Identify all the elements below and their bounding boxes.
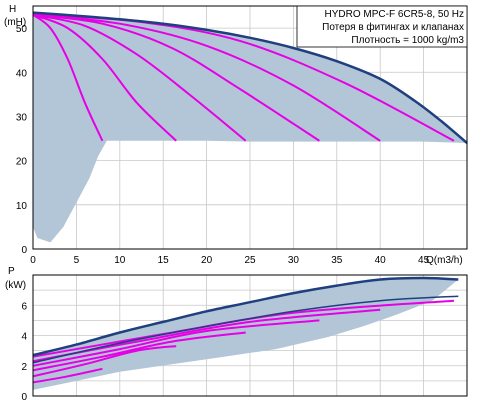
head-x-tick-label: 45 [418, 255, 430, 266]
head-y-tick-label: 40 [16, 68, 28, 79]
head-y-tick-label: 20 [16, 157, 28, 168]
head-y-tick-label: 50 [16, 24, 28, 35]
head-axis-unit: (mH) [4, 17, 26, 28]
head-curves [32, 11, 468, 144]
head-max-curve [32, 11, 468, 144]
head-x-ticks: 0 5 10 15 20 25 30 35 40 45 [30, 255, 429, 266]
power-y-tick-label: 0 [21, 392, 27, 400]
head-x-tick-label: 10 [114, 255, 126, 266]
head-axis-symbol: H [9, 4, 16, 15]
power-max-curve [32, 276, 459, 357]
head-x-tick-label: 25 [244, 255, 256, 266]
head-y-tick-label: 0 [21, 245, 27, 256]
power-curves [32, 276, 459, 384]
power-envelope-layer [33, 278, 459, 390]
info-box [296, 5, 468, 48]
pump-model-label: HYDRO MPC-F 6CR5-8, 50 Hz [325, 9, 464, 20]
power-y-tick-label: 6 [21, 301, 27, 312]
power-pump-curve-2 [32, 345, 177, 378]
head-x-tick-label: 15 [158, 255, 170, 266]
head-y-ticks: 0 10 20 30 40 50 [16, 24, 28, 256]
power-axis-symbol: P [8, 266, 15, 277]
power-chart: 0 2 4 6 P (kW) [5, 266, 468, 400]
power-operating-envelope [33, 278, 459, 390]
density-label: Плотность = 1000 kg/m3 [351, 35, 464, 46]
head-pump-curve-3 [32, 13, 247, 142]
flow-axis-label: Q(m3/h) [426, 255, 463, 266]
power-pump-curve-4 [32, 319, 320, 367]
power-pump-curve-3 [32, 331, 246, 372]
head-x-tick-label: 0 [30, 255, 36, 266]
head-y-tick-label: 10 [16, 201, 28, 212]
head-x-tick-label: 20 [201, 255, 213, 266]
power-plot-frame [32, 274, 468, 397]
power-secondary-curve [32, 295, 459, 364]
head-pump-curve-1 [32, 13, 104, 142]
power-axis-unit: (kW) [5, 280, 26, 291]
fitting-losses-label: Потеря в фитингах и клапанах [322, 21, 464, 33]
power-y-tick-label: 2 [21, 362, 27, 373]
head-pump-curve-4 [32, 13, 320, 142]
head-x-tick-label: 30 [288, 255, 300, 266]
head-plot-frame [32, 5, 468, 250]
power-y-ticks: 0 2 4 6 [21, 301, 27, 400]
head-operating-envelope [33, 12, 467, 243]
head-x-tick-label: 35 [331, 255, 343, 266]
power-pump-curve-1 [32, 367, 103, 384]
head-pump-curve-5 [32, 13, 381, 142]
head-x-tick-label: 40 [375, 255, 387, 266]
head-chart: 0 10 20 30 40 50 0 5 10 15 20 25 30 35 40 45 H (mH) Q(… [4, 4, 468, 266]
power-y-tick-label: 4 [21, 332, 27, 343]
head-x-tick-label: 5 [74, 255, 80, 266]
head-pump-curve-2 [32, 13, 177, 142]
head-y-tick-label: 30 [16, 112, 28, 123]
head-envelope-layer [33, 12, 467, 243]
